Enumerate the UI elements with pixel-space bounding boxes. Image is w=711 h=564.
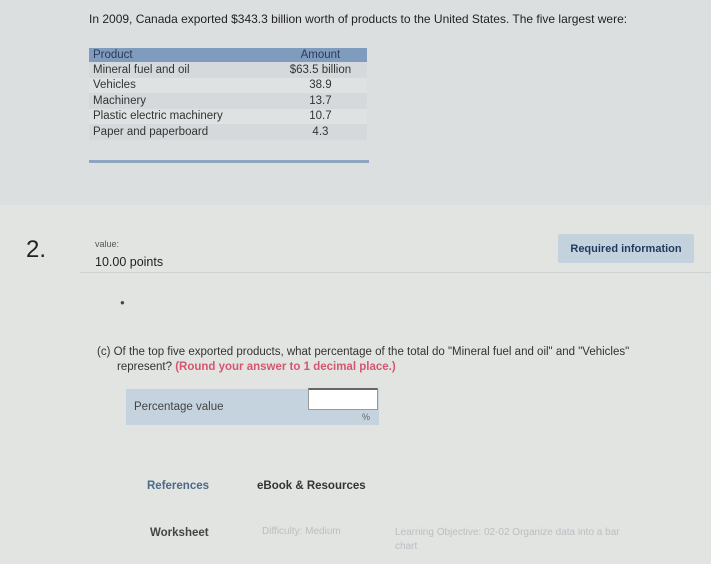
round-note: (Round your answer to 1 decimal place.) [175, 361, 396, 373]
cell-amount: 4.3 [273, 124, 367, 140]
cell-product: Vehicles [89, 77, 274, 93]
cell-product: Paper and paperboard [89, 124, 274, 140]
table-bottom-rule [89, 160, 369, 163]
value-label: value: [95, 239, 120, 249]
question-text: (c) Of the top five exported products, w… [97, 345, 697, 375]
header-amount: Amount [273, 48, 367, 62]
question-number: 2. [26, 236, 47, 263]
percentage-input[interactable] [308, 388, 378, 410]
answer-label: Percentage value [134, 401, 224, 413]
intro-text: In 2009, Canada exported $343.3 billion … [89, 12, 628, 26]
question-line-1: (c) Of the top five exported products, w… [97, 346, 630, 358]
references-link[interactable]: References [147, 480, 210, 492]
points: 10.00 points [95, 255, 164, 269]
divider [80, 272, 711, 273]
worksheet-link[interactable]: Worksheet [150, 527, 209, 539]
cell-product: Mineral fuel and oil [89, 62, 274, 78]
cell-product: Plastic electric machinery [89, 108, 274, 124]
learning-objective: Learning Objective: 02-02 Organize data … [395, 527, 620, 552]
table-row: Machinery 13.7 [89, 93, 367, 109]
cell-product: Machinery [89, 93, 274, 109]
table-row: Plastic electric machinery 10.7 [89, 108, 367, 124]
exports-table: Product Amount Mineral fuel and oil $63.5… [89, 48, 367, 140]
cell-amount: 10.7 [273, 108, 367, 124]
answer-row: Percentage value % [126, 388, 379, 425]
difficulty: Difficulty: Medium [262, 526, 341, 537]
required-information-button[interactable]: Required information [558, 234, 694, 263]
bullet-icon: ● [120, 298, 125, 307]
table-row: Mineral fuel and oil $63.5 billion [89, 62, 367, 78]
table-row: Paper and paperboard 4.3 [89, 124, 367, 140]
header-product: Product [89, 48, 274, 62]
ebook-resources-link[interactable]: eBook & Resources [257, 480, 366, 492]
cell-amount: 13.7 [273, 93, 367, 109]
percent-unit: % [362, 412, 371, 422]
table-row: Vehicles 38.9 [89, 77, 367, 93]
cell-amount: 38.9 [273, 77, 367, 93]
cell-amount: $63.5 billion [273, 62, 367, 78]
question-line-2: represent? [117, 361, 172, 373]
